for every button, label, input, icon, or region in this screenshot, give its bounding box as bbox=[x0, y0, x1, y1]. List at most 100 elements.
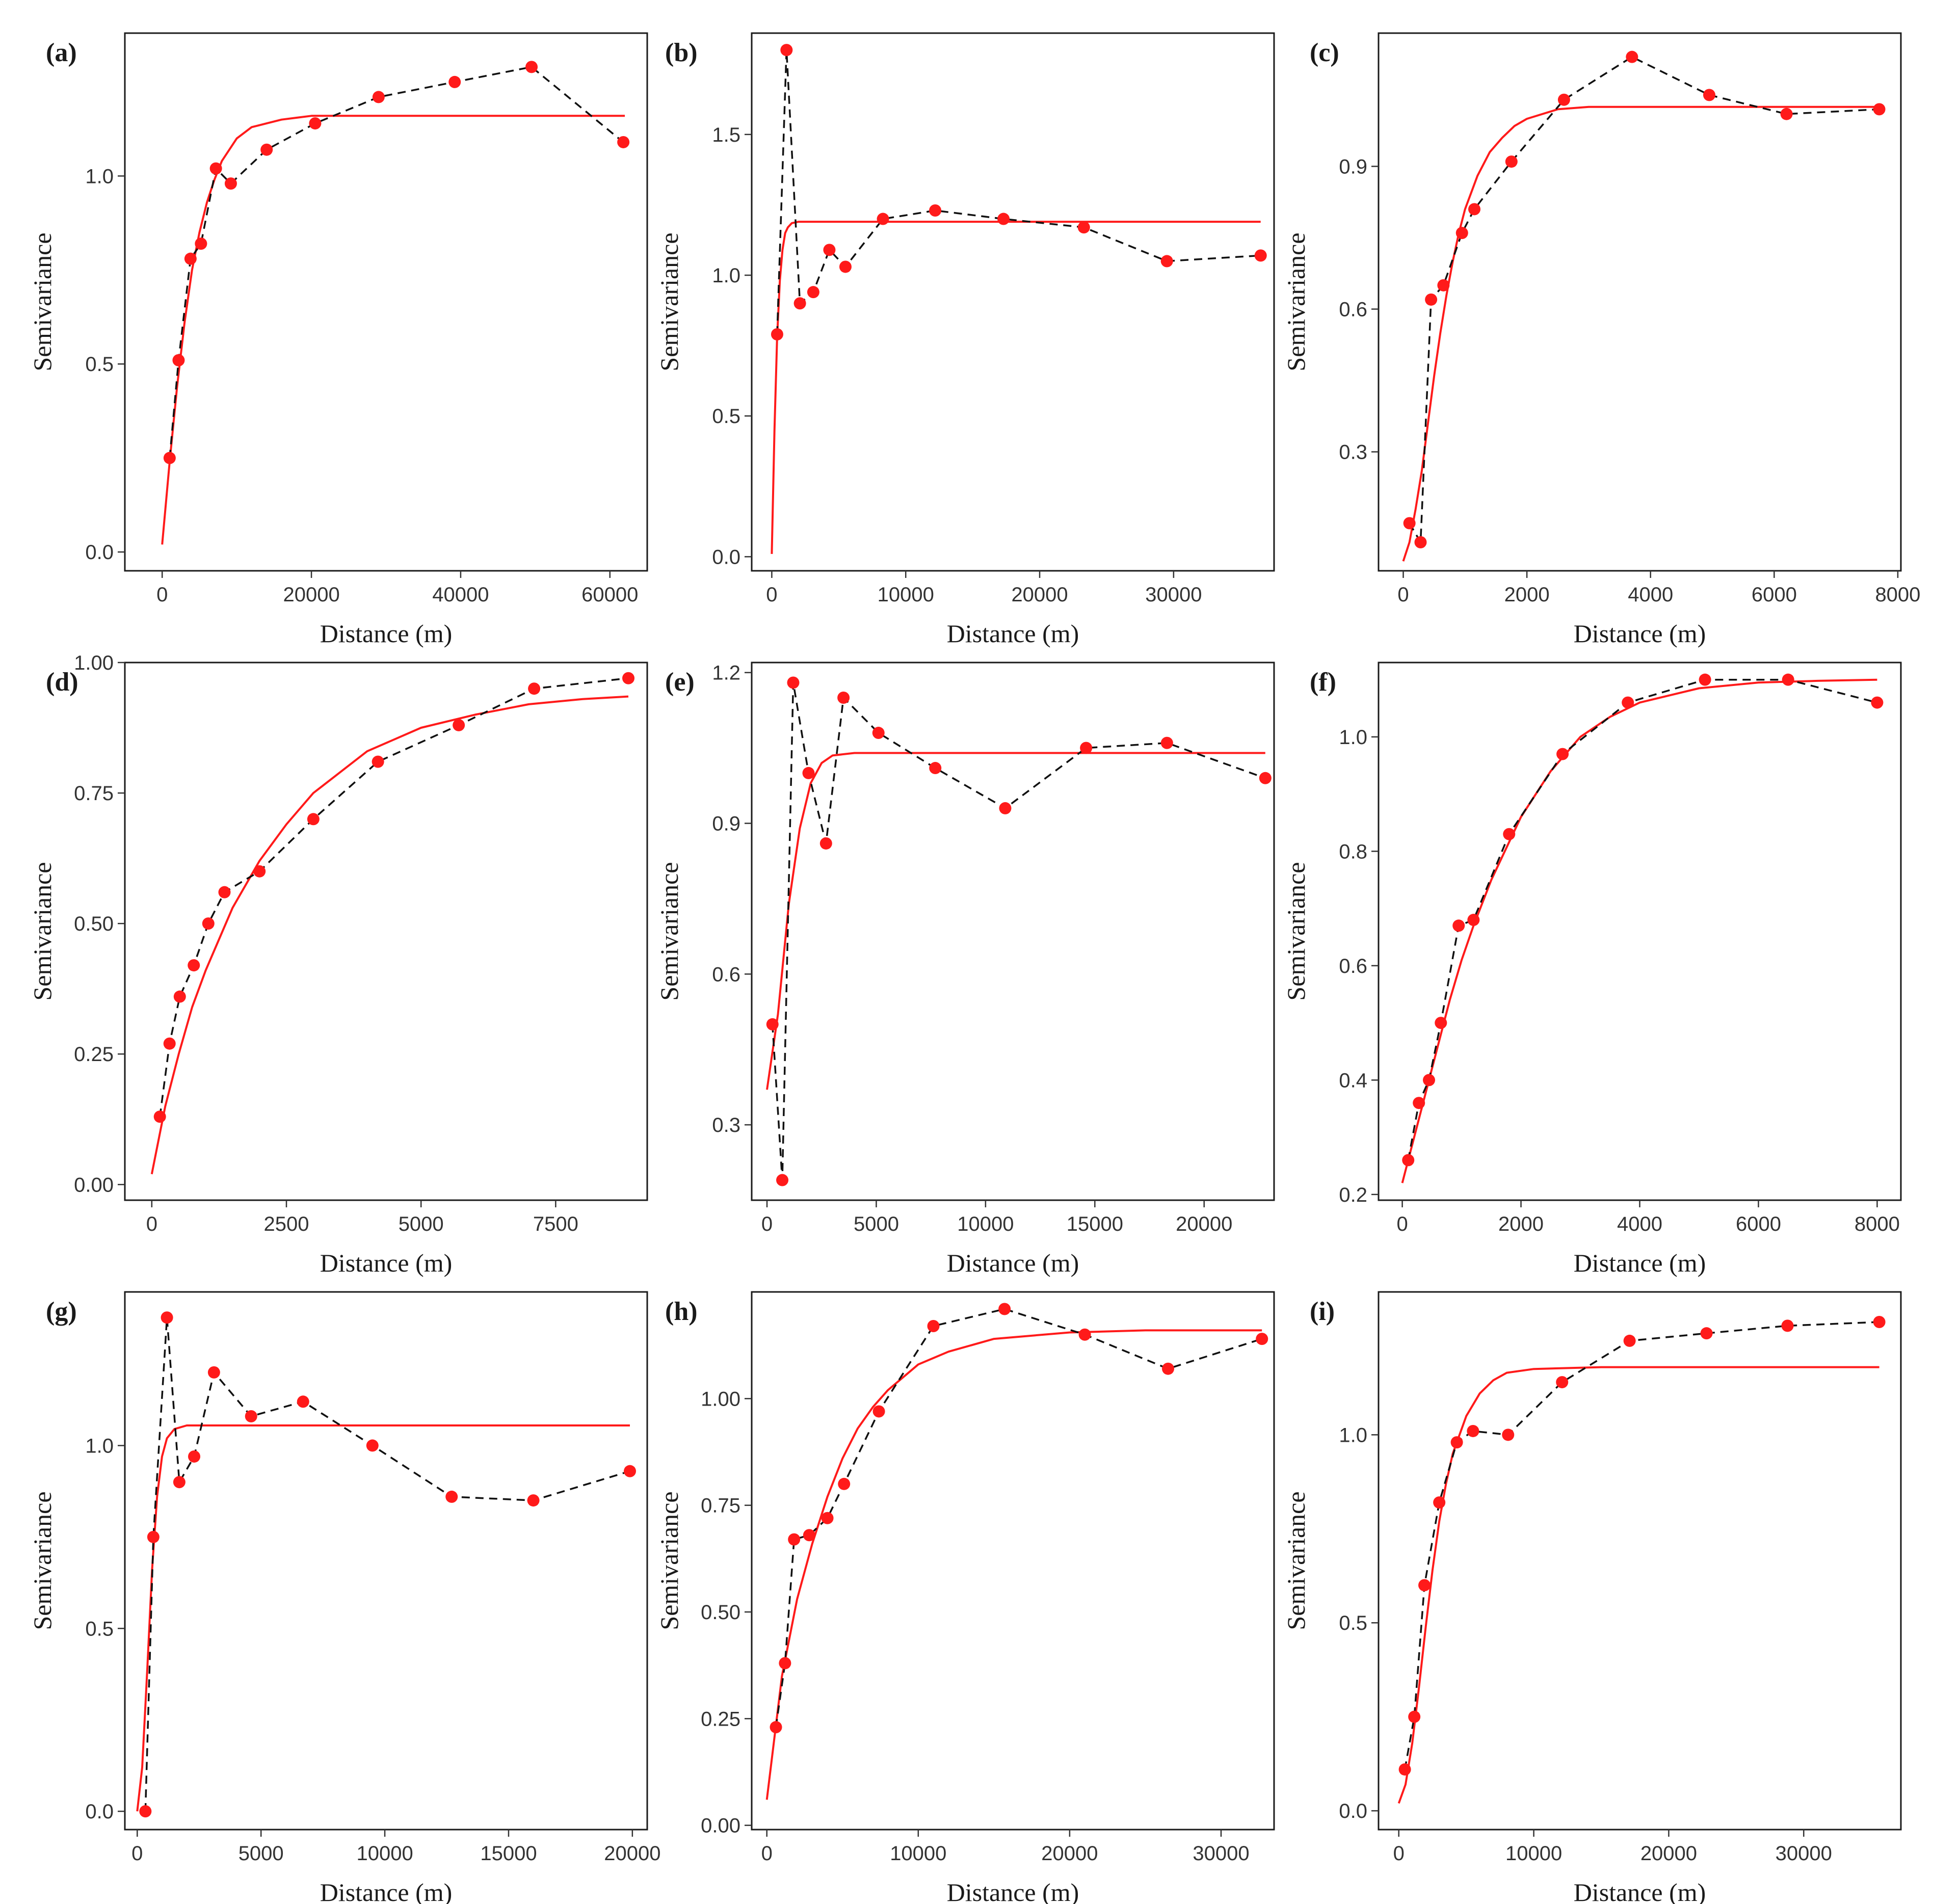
empirical-point bbox=[445, 1490, 458, 1503]
y-tick-label: 0.4 bbox=[1339, 1069, 1367, 1092]
empirical-point bbox=[819, 837, 832, 850]
empirical-point bbox=[372, 755, 384, 768]
empirical-point bbox=[184, 252, 197, 265]
empirical-point bbox=[1254, 249, 1267, 262]
empirical-point bbox=[872, 727, 885, 739]
panel-label: (d) bbox=[46, 668, 78, 697]
x-tick-label: 0 bbox=[761, 1213, 773, 1235]
empirical-point bbox=[1873, 1316, 1886, 1329]
empirical-point bbox=[1871, 696, 1884, 709]
x-axis-title: Distance (m) bbox=[1574, 1878, 1706, 1904]
y-tick-label: 0.9 bbox=[1339, 155, 1367, 178]
empirical-point bbox=[1414, 536, 1427, 548]
y-axis-title: Semivariance bbox=[1282, 1491, 1310, 1630]
y-axis-title: Semivariance bbox=[28, 1491, 57, 1630]
empirical-point bbox=[260, 143, 273, 156]
fitted-model-line bbox=[161, 115, 625, 545]
y-tick-label: 0.25 bbox=[74, 1043, 114, 1066]
empirical-semivariogram-line bbox=[1407, 678, 1877, 1160]
empirical-point bbox=[297, 1395, 309, 1408]
fitted-model-line bbox=[765, 1329, 1262, 1800]
y-axis-title: Semivariance bbox=[655, 1491, 683, 1630]
empirical-point bbox=[1413, 1097, 1425, 1109]
x-tick-label: 0 bbox=[1397, 584, 1409, 606]
empirical-point bbox=[823, 244, 836, 256]
panel-d: 0 2500 5000 7500 0.00 0.25 0.50 0.75 1.00 Distanc… bbox=[28, 652, 648, 1277]
empirical-point bbox=[1408, 1710, 1421, 1723]
empirical-point bbox=[872, 1405, 885, 1418]
x-tick-label: 0 bbox=[156, 584, 168, 606]
fitted-model-line bbox=[1401, 678, 1877, 1183]
y-tick-label: 0.3 bbox=[1339, 441, 1367, 464]
empirical-point bbox=[929, 762, 942, 775]
fitted-model-line bbox=[136, 1424, 630, 1812]
fitted-model-line bbox=[766, 752, 1265, 1090]
empirical-point bbox=[998, 1303, 1011, 1315]
x-tick-label: 20000 bbox=[604, 1842, 660, 1865]
empirical-point bbox=[929, 204, 942, 217]
y-tick-label: 1.00 bbox=[74, 652, 114, 674]
y-axis-title: Semivariance bbox=[1282, 232, 1310, 371]
empirical-point bbox=[173, 990, 186, 1003]
empirical-point bbox=[372, 91, 385, 103]
empirical-point bbox=[525, 61, 538, 73]
x-tick-label: 2000 bbox=[1504, 584, 1550, 606]
x-tick-label: 7500 bbox=[533, 1213, 578, 1235]
empirical-point bbox=[1403, 517, 1416, 530]
empirical-point bbox=[623, 1465, 636, 1477]
empirical-point bbox=[453, 719, 465, 731]
x-tick-label: 6000 bbox=[1736, 1213, 1781, 1235]
empirical-point bbox=[1077, 221, 1090, 234]
empirical-semivariogram-line bbox=[158, 677, 629, 1117]
y-axis-title: Semivariance bbox=[1282, 862, 1310, 1000]
empirical-point bbox=[1256, 1333, 1268, 1345]
panel-label: (e) bbox=[665, 668, 695, 697]
empirical-point bbox=[1502, 1429, 1515, 1441]
x-axis-title: Distance (m) bbox=[320, 619, 453, 648]
empirical-point bbox=[1080, 742, 1093, 754]
empirical-point bbox=[209, 162, 222, 175]
x-tick-label: 40000 bbox=[432, 584, 489, 606]
y-tick-label: 1.0 bbox=[85, 165, 114, 188]
empirical-point bbox=[793, 297, 806, 310]
empirical-point bbox=[147, 1530, 160, 1543]
empirical-semivariogram-line bbox=[776, 49, 1261, 335]
x-tick-label: 0 bbox=[766, 584, 777, 606]
x-tick-label: 5000 bbox=[239, 1842, 284, 1865]
empirical-point bbox=[1433, 1496, 1446, 1509]
empirical-point bbox=[779, 1657, 791, 1670]
x-tick-label: 10000 bbox=[890, 1842, 946, 1865]
empirical-point bbox=[528, 682, 541, 695]
empirical-point bbox=[1782, 673, 1794, 686]
y-tick-label: 0.5 bbox=[85, 353, 114, 376]
empirical-point bbox=[877, 213, 889, 225]
empirical-point bbox=[224, 177, 237, 190]
empirical-point bbox=[1452, 919, 1465, 932]
empirical-point bbox=[153, 1110, 166, 1123]
empirical-point bbox=[245, 1410, 257, 1423]
y-tick-label: 1.0 bbox=[1339, 726, 1367, 749]
empirical-point bbox=[838, 1477, 851, 1490]
x-tick-label: 20000 bbox=[1011, 584, 1068, 606]
y-tick-label: 0.6 bbox=[1339, 299, 1367, 321]
panel-label: (a) bbox=[46, 38, 77, 67]
y-tick-label: 0.50 bbox=[701, 1601, 740, 1624]
empirical-semivariogram-line bbox=[775, 1308, 1262, 1728]
empirical-point bbox=[821, 1512, 834, 1524]
empirical-semivariogram-line bbox=[169, 66, 624, 458]
x-axis-title: Distance (m) bbox=[1574, 1249, 1706, 1277]
panel-i: 0 10000 20000 30000 0.0 0.5 1.0 Distance (m) Sem… bbox=[1282, 1291, 1902, 1904]
empirical-semivariogram-line bbox=[771, 681, 1266, 1181]
x-tick-label: 8000 bbox=[1875, 584, 1920, 606]
empirical-semivariogram-line bbox=[144, 1316, 630, 1812]
x-tick-label: 20000 bbox=[1041, 1842, 1098, 1865]
panel-label: (i) bbox=[1310, 1297, 1335, 1326]
empirical-point bbox=[771, 328, 783, 341]
y-tick-label: 0.5 bbox=[712, 405, 740, 428]
empirical-point bbox=[997, 213, 1010, 225]
empirical-point bbox=[1468, 203, 1481, 216]
empirical-point bbox=[1780, 108, 1793, 120]
empirical-point bbox=[1418, 1579, 1431, 1592]
panel-a: 0 20000 40000 60000 0.0 0.5 1.0 Distance (m) Sem… bbox=[28, 32, 648, 648]
empirical-semivariogram-line bbox=[1404, 1321, 1879, 1770]
